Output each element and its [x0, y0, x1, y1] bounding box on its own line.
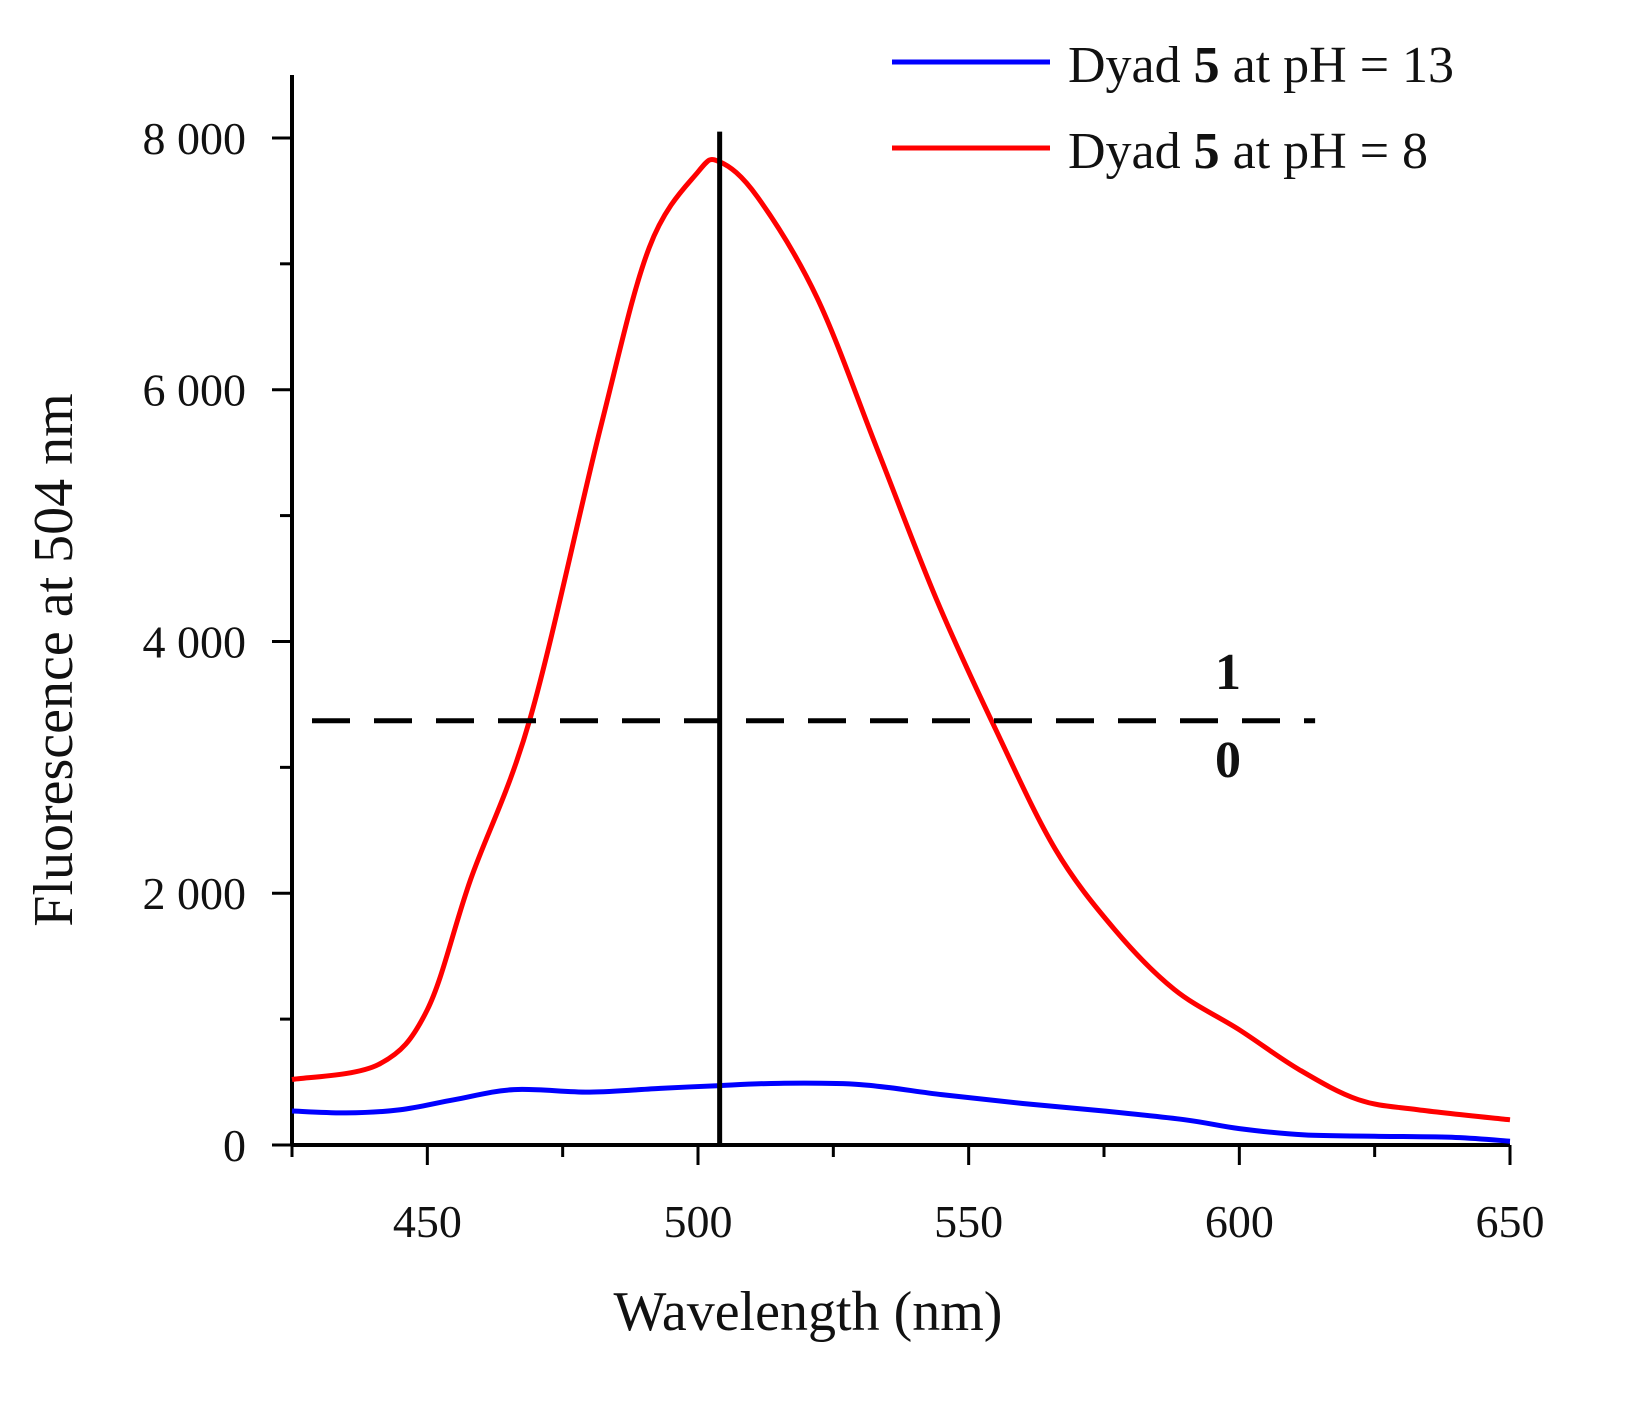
series-line-ph13: [291, 1080, 1511, 1144]
x-tick-label: 500: [664, 1196, 733, 1247]
threshold-label-above: 1: [1215, 644, 1241, 701]
series-line-ph8: [291, 156, 1511, 1123]
axes: 450 500 550 600 650 0 2 000 4 000 6 000 8 000: [143, 75, 1545, 1247]
y-tick-label: 8 000: [143, 113, 247, 164]
y-tick-label: 6 000: [143, 365, 247, 416]
y-axis-label: Fluorescence at 504 nm: [23, 393, 85, 926]
x-tick-label: 550: [934, 1196, 1003, 1247]
legend-label-part: at pH = 13: [1220, 37, 1454, 94]
y-tick-label: 4 000: [143, 616, 247, 667]
annotations: 10: [312, 131, 1316, 1145]
legend-label-part: at pH = 8: [1220, 123, 1428, 180]
threshold-label-below: 0: [1215, 732, 1241, 789]
x-tick-label: 650: [1476, 1196, 1545, 1247]
legend-label-part: Dyad: [1068, 123, 1194, 180]
series-lines: [291, 156, 1511, 1144]
y-tick-label: 0: [223, 1120, 246, 1171]
legend-entry: Dyad 5 at pH = 13: [1068, 37, 1454, 94]
y-tick-label: 2 000: [143, 868, 247, 919]
legend-label-part: 5: [1194, 123, 1220, 180]
x-tick-label: 450: [393, 1196, 462, 1247]
x-axis-label: Wavelength (nm): [614, 1281, 1003, 1343]
legend-label-part: 5: [1194, 37, 1220, 94]
legend-entry: Dyad 5 at pH = 8: [1068, 123, 1428, 180]
x-tick-label: 600: [1205, 1196, 1274, 1247]
legend-label-part: Dyad: [1068, 37, 1194, 94]
